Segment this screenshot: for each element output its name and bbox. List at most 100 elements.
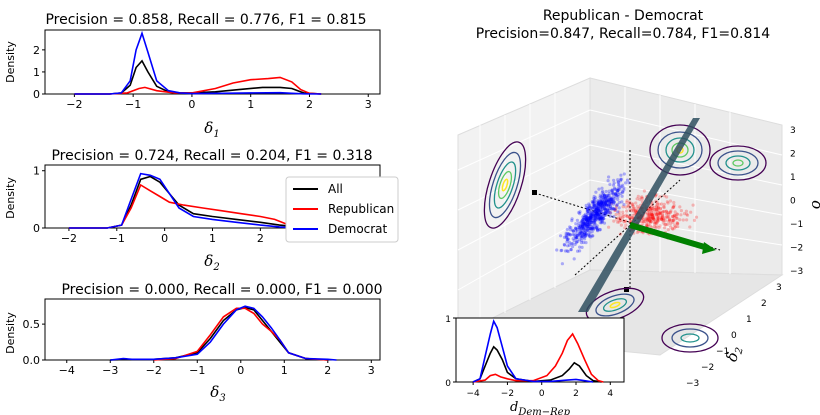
scatter-point-democrat [604, 210, 608, 215]
scatter-point-republican [628, 215, 632, 220]
scatter-point-democrat [594, 210, 598, 215]
scatter-point-democrat [603, 200, 608, 204]
scatter-point-republican [668, 218, 672, 223]
scatter-point-democrat [607, 194, 611, 198]
scatter-point-republican [628, 215, 632, 219]
scatter-point-republican [688, 225, 692, 229]
scatter-point-democrat [595, 224, 599, 228]
scatter-point-republican [630, 202, 634, 206]
series-line-democrat [74, 30, 322, 95]
scatter-point-democrat [589, 221, 594, 225]
scatter-point-democrat [599, 214, 603, 218]
scatter-point-republican [634, 201, 638, 205]
scatter-point-republican [665, 195, 669, 199]
scatter-point-democrat [594, 208, 598, 212]
scatter-point-democrat [605, 199, 609, 203]
scatter-point-republican [616, 220, 620, 224]
scatter-point-republican [629, 209, 633, 213]
scatter-point-democrat [567, 232, 571, 236]
scatter-point-republican [650, 206, 654, 211]
y-tick-label: 1 [33, 66, 40, 79]
scatter-point-democrat [572, 238, 576, 243]
scatter-point-republican [664, 212, 669, 216]
scatter-point-republican [628, 201, 632, 205]
scatter-point-democrat [593, 218, 597, 222]
scatter-point-republican [625, 200, 629, 205]
scatter-point-republican [655, 204, 659, 208]
scatter-point-democrat [586, 221, 590, 225]
scatter-point-democrat [591, 224, 595, 228]
scatter-point-democrat [588, 231, 592, 235]
scatter-point-democrat [614, 188, 618, 192]
scatter-point-democrat [612, 207, 617, 211]
scatter-point-democrat [586, 220, 590, 224]
series-line-all [110, 306, 328, 361]
scatter-point-republican [618, 215, 623, 219]
scatter-point-democrat [599, 208, 603, 212]
scatter-point-democrat [592, 210, 596, 214]
scatter-point-republican [670, 227, 675, 231]
scatter-point-democrat [608, 207, 612, 211]
scatter-point-democrat [611, 192, 615, 196]
scatter-point-republican [668, 217, 672, 221]
scatter-point-democrat [588, 216, 593, 220]
scatter-point-republican [655, 221, 659, 225]
scatter-point-democrat [585, 228, 589, 232]
scatter-point-democrat [600, 216, 604, 220]
panel3-frame [44, 298, 381, 361]
scatter-point-democrat [608, 214, 613, 218]
y-tick-label: 0 [33, 222, 40, 235]
scatter-point-republican [678, 218, 682, 222]
scatter-point-democrat [592, 203, 597, 207]
scatter-point-republican [635, 208, 639, 212]
scatter-point-republican [661, 210, 665, 214]
scatter-point-republican [617, 220, 621, 224]
y-tick-label: −2 [701, 363, 714, 373]
scatter-point-democrat [592, 216, 596, 220]
scatter-point-democrat [594, 213, 598, 217]
scatter-point-republican [659, 206, 663, 210]
scatter-point-democrat [592, 206, 596, 210]
scatter-point-democrat [568, 228, 572, 232]
scatter-point-democrat [588, 218, 593, 222]
scatter-point-democrat [617, 206, 621, 210]
inset-xlabel: dDem−Rep [510, 400, 571, 415]
scatter-point-democrat [583, 231, 587, 235]
scatter-point-democrat [598, 202, 603, 206]
scatter-point-democrat [601, 207, 605, 211]
scatter-point-democrat [581, 227, 585, 231]
z-tick-label: −3 [790, 267, 803, 277]
scatter-point-republican [645, 223, 649, 228]
x-tick-label: 3 [365, 98, 372, 111]
scatter-point-democrat [595, 208, 599, 212]
scatter-point-democrat [588, 218, 592, 222]
scatter-point-democrat [612, 178, 616, 182]
scatter-point-democrat [616, 187, 620, 191]
scatter-point-democrat [614, 192, 618, 196]
scatter-point-democrat [586, 212, 590, 216]
scatter-point-democrat [584, 203, 588, 207]
scatter-point-democrat [597, 217, 601, 221]
scatter-point-democrat [596, 229, 600, 233]
scatter-point-republican [635, 204, 640, 208]
scatter-point-democrat [612, 215, 616, 219]
scatter-point-democrat [589, 216, 593, 220]
scatter-point-democrat [591, 201, 595, 205]
scatter-point-republican [650, 213, 654, 217]
scatter-point-democrat [599, 216, 603, 220]
scatter-point-democrat [601, 192, 606, 196]
scatter-point-democrat [583, 224, 587, 228]
scatter-point-republican [660, 217, 664, 221]
scatter-point-republican [627, 205, 631, 209]
scatter-point-republican [651, 212, 655, 216]
scatter-point-republican [667, 219, 671, 223]
scatter-point-republican [642, 218, 646, 222]
scatter-point-republican [658, 212, 662, 216]
scatter-point-democrat [578, 231, 582, 235]
legend-box [285, 176, 399, 243]
scatter-point-democrat [617, 183, 621, 188]
scatter-point-democrat [607, 189, 611, 193]
scatter-point-republican [648, 207, 652, 211]
scatter-point-democrat [603, 202, 608, 206]
scatter-point-democrat [616, 210, 620, 214]
